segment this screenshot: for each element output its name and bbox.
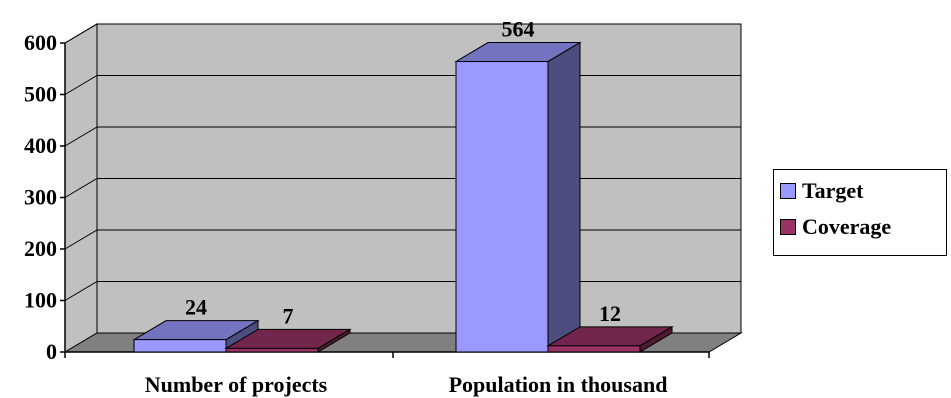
y-tick-label: 400: [24, 133, 57, 158]
y-tick-label: 500: [24, 82, 57, 107]
category-label: Number of projects: [145, 372, 328, 397]
bar-coverage: [547, 345, 641, 353]
data-label-target: 24: [185, 295, 207, 320]
y-tick-label: 200: [24, 236, 57, 261]
legend-swatch-target: [780, 183, 796, 199]
category-label: Population in thousand: [449, 372, 668, 397]
legend-item-target: Target: [780, 178, 864, 204]
bar-target: [133, 339, 227, 353]
bar-target: [455, 61, 549, 353]
legend-label-coverage: Coverage: [802, 214, 892, 239]
legend-label-target: Target: [802, 178, 864, 203]
data-label-coverage: 7: [283, 303, 294, 328]
data-labels: 24 7 564 12: [185, 17, 621, 329]
chart-walls: [63, 23, 743, 353]
gridline: [64, 23, 741, 44]
y-tick-label: 0: [46, 339, 57, 364]
category-labels: Number of projects Population in thousand: [145, 372, 668, 397]
legend-swatch-coverage: [780, 219, 796, 235]
bars: [132, 41, 674, 353]
y-tick-label: 100: [24, 288, 57, 313]
y-tick-label: 300: [24, 185, 57, 210]
data-label-coverage: 12: [599, 301, 621, 326]
bar-target-side: [547, 41, 581, 353]
legend-item-coverage: Coverage: [780, 214, 891, 240]
legend: Target Coverage: [773, 169, 947, 256]
y-tick-labels: 0 100 200 300 400 500 600: [24, 30, 57, 364]
bar-coverage: [225, 347, 319, 353]
data-label-target: 564: [502, 17, 535, 42]
y-tick-label: 600: [24, 30, 57, 55]
